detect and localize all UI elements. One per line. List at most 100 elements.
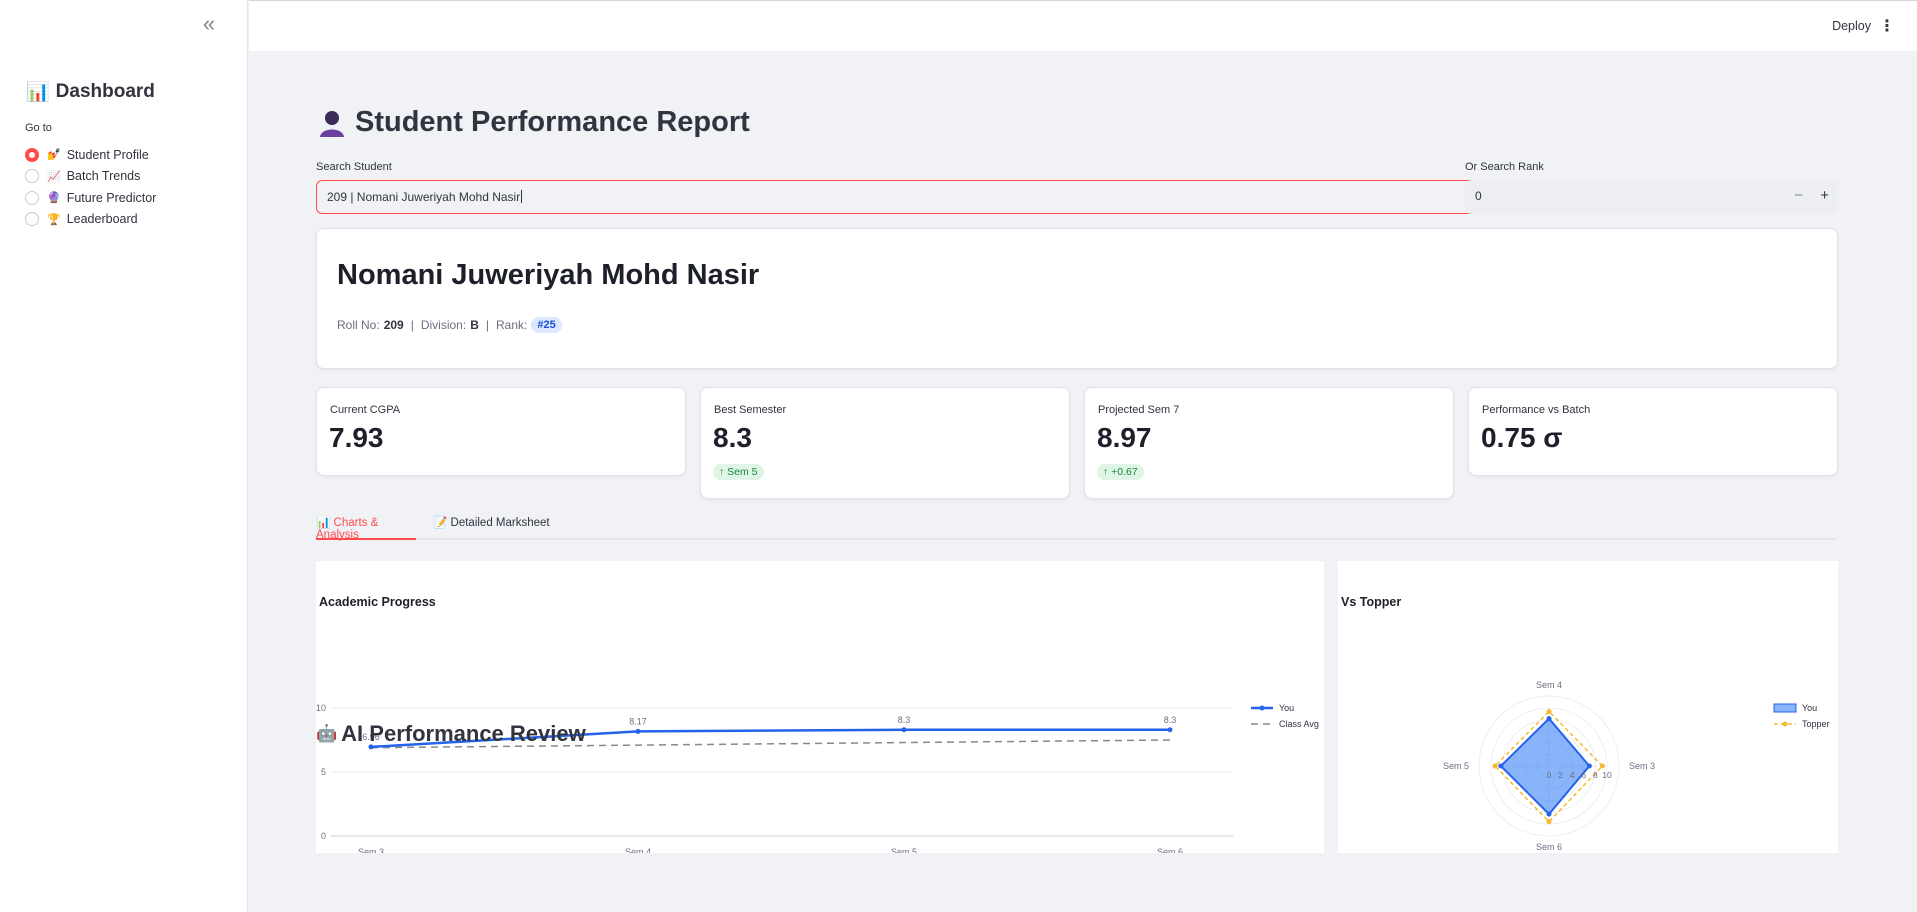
nav-item-leaderboard[interactable]: 🏆 Leaderboard <box>25 209 156 231</box>
x-tick-label: Sem 4 <box>625 847 651 853</box>
nav-item-label: Student Profile <box>66 147 149 162</box>
vs-topper-chart: 0 2 4 6 8 10 Sem 3 Sem 4 Sem 5 Sem 6 You Topper <box>1443 680 1830 852</box>
ai-review-title-text: AI Performance Review <box>341 721 586 746</box>
nav-item-future-predictor[interactable]: 🔮 Future Predictor <box>25 187 156 209</box>
nav-item-student-profile[interactable]: 💅 Student Profile <box>25 144 156 166</box>
radar-axis-label: Sem 6 <box>1536 842 1562 852</box>
you-radar-point <box>1498 763 1504 769</box>
tab-label: Detailed Marksheet <box>450 517 550 529</box>
nav-radio-group: 💅 Student Profile 📈 Batch Trends 🔮 Futur… <box>25 144 156 230</box>
metric-card-best-semester: Best Semester 8.3 ↑ Sem 5 <box>700 387 1070 499</box>
user-icon <box>320 110 344 137</box>
radial-tick-label: 0 <box>1547 770 1552 780</box>
sidebar-title-label: Dashboard <box>55 81 155 102</box>
data-label: 6.96 <box>362 732 380 742</box>
rank-input-value: 0 <box>1475 189 1482 203</box>
metric-delta-badge: ↑ Sem 5 <box>713 464 764 480</box>
metric-label: Best Semester <box>714 404 787 416</box>
academic-progress-panel: Academic Progress 0 5 10 Sem 3 Sem 4 Sem 5 Sem… <box>316 561 1324 853</box>
metric-value: 0.75 σ <box>1481 422 1563 453</box>
nail-polish-icon: 💅 <box>47 149 61 162</box>
legend-topper-label: Topper <box>1802 719 1830 729</box>
radar-axis-label: Sem 4 <box>1536 680 1562 690</box>
student-name: Nomani Juweriyah Mohd Nasir <box>337 259 760 291</box>
x-tick-label: Sem 3 <box>358 847 384 853</box>
legend-you-marker <box>1259 705 1265 711</box>
student-meta: Roll No: 209 | Division: B | Rank: #25 <box>337 317 562 333</box>
decrement-button[interactable]: − <box>1794 187 1803 204</box>
chart-title: Vs Topper <box>1341 595 1402 609</box>
division-value: B <box>470 318 479 332</box>
metric-delta-badge: ↑ +0.67 <box>1097 464 1144 480</box>
legend-topper-marker <box>1782 721 1788 727</box>
rank-search-label: Or Search Rank <box>1465 161 1544 173</box>
rank-number-input[interactable]: 0 − + <box>1465 180 1837 214</box>
radar-outer-circle <box>1478 695 1620 837</box>
sidebar: « 📊 Dashboard Go to 💅 Student Profile 📈 … <box>0 0 248 912</box>
sidebar-title: 📊 Dashboard <box>26 80 155 104</box>
main-content: Student Performance Report Search Studen… <box>249 51 1917 912</box>
bar-chart-icon: 📊 <box>26 82 50 103</box>
page-title-text: Student Performance Report <box>355 106 750 138</box>
ai-review-title: 🤖 AI Performance Review <box>316 721 586 747</box>
y-tick-label: 10 <box>316 703 326 713</box>
metric-card-performance: Performance vs Batch 0.75 σ <box>1468 387 1838 476</box>
data-label: 8.3 <box>898 715 911 725</box>
student-card: Nomani Juweriyah Mohd Nasir Roll No: 209… <box>316 228 1838 369</box>
radar-axis-label: Sem 3 <box>1629 761 1655 771</box>
radio-icon[interactable] <box>25 212 39 227</box>
metric-card-projected: Projected Sem 7 8.97 ↑ +0.67 <box>1084 387 1454 499</box>
data-label: 8.3 <box>1164 715 1177 725</box>
class-avg-line <box>370 739 1171 749</box>
you-line <box>370 728 1170 749</box>
nav-item-label: Future Predictor <box>66 190 157 205</box>
metric-value: 7.93 <box>329 422 384 453</box>
collapse-sidebar-icon[interactable]: « <box>202 11 216 36</box>
metric-value: 8.3 <box>713 422 752 453</box>
roll-label: Roll No: <box>337 318 380 332</box>
radio-icon[interactable] <box>25 190 39 205</box>
nav-item-batch-trends[interactable]: 📈 Batch Trends <box>25 166 156 188</box>
deploy-button[interactable]: Deploy <box>1832 19 1871 33</box>
separator: | <box>485 318 489 332</box>
radial-tick-label: 4 <box>1570 770 1575 780</box>
topper-radar-point <box>1546 708 1552 714</box>
tab-label: Charts & Analysis <box>316 517 379 541</box>
bar-chart-icon: 📊 <box>316 517 331 529</box>
x-tick-label: Sem 5 <box>891 847 917 853</box>
y-tick-label: 5 <box>321 767 326 777</box>
radio-selected-icon[interactable] <box>25 147 39 162</box>
chart-up-icon: 📈 <box>47 170 61 183</box>
you-radar-point <box>1586 763 1592 769</box>
tab-detailed-marksheet[interactable]: 📝 Detailed Marksheet <box>433 515 550 540</box>
division-label: Division: <box>420 318 467 332</box>
data-label: 8.17 <box>629 716 647 726</box>
rank-label: Rank: <box>496 318 528 332</box>
vs-topper-panel: Vs Topper 0 2 4 6 8 10 Sem 3 Sem 4 Sem 5 Sem 6 You… <box>1338 561 1838 853</box>
radio-icon[interactable] <box>25 169 39 184</box>
radial-tick-label: 8 <box>1593 770 1598 780</box>
legend-you-label: You <box>1279 703 1294 713</box>
radar-axis-label: Sem 5 <box>1443 761 1469 771</box>
metric-card-cgpa: Current CGPA 7.93 <box>316 387 686 476</box>
legend-you-label: You <box>1802 703 1817 713</box>
x-tick-label: Sem 6 <box>1157 847 1183 853</box>
kebab-menu-icon[interactable]: ⋮ <box>1879 18 1895 35</box>
tab-charts-analysis[interactable]: 📊 Charts & Analysis <box>316 515 416 541</box>
nav-item-label: Leaderboard <box>66 212 138 227</box>
search-student-label: Search Student <box>316 161 392 173</box>
student-select[interactable]: 209 | Nomani Juweriyah Mohd Nasir ⌄ <box>316 180 1486 214</box>
radial-tick-label: 10 <box>1602 770 1612 780</box>
nav-item-label: Batch Trends <box>66 169 141 184</box>
radial-tick-label: 2 <box>1558 770 1563 780</box>
crystal-ball-icon: 🔮 <box>47 192 61 205</box>
tab-bar: 📊 Charts & Analysis 📝 Detailed Marksheet <box>316 515 1837 541</box>
rank-badge: #25 <box>531 317 562 333</box>
text-cursor <box>521 190 523 203</box>
separator: | <box>410 318 414 332</box>
y-tick-label: 0 <box>321 831 326 841</box>
page-title: Student Performance Report <box>317 106 750 139</box>
student-select-value: 209 | Nomani Juweriyah Mohd Nasir <box>327 190 521 204</box>
top-header: Deploy ⋮ <box>249 0 1917 51</box>
increment-button[interactable]: + <box>1820 187 1829 204</box>
